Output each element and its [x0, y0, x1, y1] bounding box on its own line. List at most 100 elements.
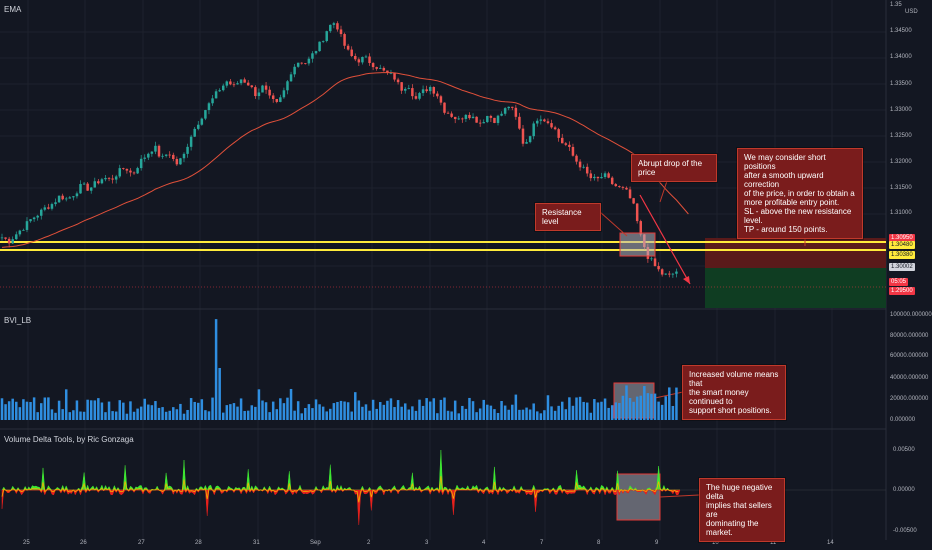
candle-body — [72, 196, 75, 198]
candle-body — [428, 87, 432, 92]
volume-bar — [50, 409, 54, 420]
candle-body — [214, 91, 218, 99]
candle-body — [50, 204, 54, 209]
volume-bar — [461, 405, 464, 420]
candle-body — [354, 56, 357, 60]
annotation-short-positions[interactable]: We may consider short positions after a … — [737, 148, 863, 239]
price-axis-label: 1.35 — [890, 2, 902, 8]
candle-body — [82, 183, 86, 185]
volume-bar — [154, 401, 157, 420]
candle-body — [450, 113, 453, 117]
volume-axis-label: 80000.000000 — [890, 333, 929, 339]
candle-body — [382, 67, 386, 71]
candle-body — [111, 178, 114, 180]
volume-bar — [22, 399, 25, 420]
annotation-volume[interactable]: Increased volume means that the smart mo… — [682, 365, 786, 420]
candle-body — [603, 173, 607, 177]
volume-bar — [111, 411, 114, 420]
candle-body — [461, 118, 464, 120]
candle-body — [122, 168, 125, 169]
candle-body — [507, 106, 510, 109]
volume-bar — [25, 401, 29, 420]
volume-bar — [600, 401, 603, 420]
volume-bar — [204, 410, 207, 420]
volume-bar — [557, 405, 560, 420]
price-axis-label: 1.31000 — [890, 210, 912, 216]
annotation-delta[interactable]: The huge negative delta implies that sel… — [699, 478, 785, 542]
volume-bars — [0, 319, 678, 420]
candle-body — [596, 176, 600, 179]
volume-bar — [100, 402, 104, 420]
volume-bar — [646, 393, 650, 420]
volume-bar — [64, 389, 68, 420]
volume-bar — [279, 398, 282, 420]
annotation-resistance[interactable]: Resistance level — [535, 203, 601, 231]
delta-axis-label: 0.00500 — [893, 447, 915, 453]
candle-body — [550, 123, 553, 128]
volume-bar — [271, 401, 275, 420]
candle-body — [311, 53, 314, 59]
annotation-abrupt-drop[interactable]: Abrupt drop of the price — [631, 154, 717, 182]
volume-bar — [596, 402, 600, 420]
volume-bar — [379, 402, 382, 420]
volume-bar — [68, 412, 72, 420]
volume-bar — [446, 410, 450, 420]
date-axis-label: Sep — [310, 540, 321, 546]
candle-body — [568, 144, 571, 147]
volume-bar — [457, 413, 461, 420]
volume-bar — [275, 409, 279, 420]
candle-body — [143, 157, 146, 159]
candle-body — [539, 119, 543, 121]
volume-bar — [229, 404, 232, 420]
candle-body — [489, 115, 493, 118]
date-axis-label: 28 — [195, 540, 202, 546]
take-profit-zone[interactable] — [705, 268, 886, 308]
volume-bar — [389, 398, 393, 420]
candle-body — [407, 88, 411, 89]
candle-body — [15, 234, 18, 240]
candle-body — [296, 62, 300, 67]
volume-bar — [43, 397, 47, 420]
date-axis-label: 25 — [23, 540, 30, 546]
candle-body — [204, 110, 207, 119]
candle-body — [582, 166, 585, 168]
volume-bar — [11, 398, 14, 420]
candle-body — [114, 176, 118, 180]
volume-bar — [307, 404, 311, 420]
candle-body — [136, 168, 139, 174]
volume-bar — [89, 400, 93, 420]
volume-bar — [254, 406, 257, 420]
trend-arrow[interactable] — [639, 194, 691, 285]
candle-body — [22, 229, 25, 231]
candle-body — [364, 56, 368, 58]
delta-highlight-box[interactable] — [616, 473, 661, 521]
candle-body — [147, 153, 150, 158]
candle-body — [386, 70, 389, 73]
volume-bar — [525, 407, 528, 420]
volume-bar — [632, 401, 635, 420]
volume-bar — [129, 401, 132, 420]
candle-body — [571, 146, 575, 156]
volume-bar — [243, 410, 246, 420]
volume-bar — [175, 409, 179, 420]
resistance-highlight-box[interactable] — [619, 232, 656, 257]
candle-body — [211, 98, 214, 104]
candle-body — [607, 173, 610, 178]
candle-body — [575, 155, 578, 162]
volume-bar — [93, 400, 97, 420]
candle-body — [486, 115, 489, 123]
candle-body — [93, 181, 97, 188]
volume-bar — [503, 405, 507, 420]
price-tag: 1.30480 — [889, 241, 915, 249]
candle-body — [675, 271, 678, 274]
volume-bar — [475, 412, 478, 420]
volume-bar — [136, 408, 139, 420]
candle-body — [532, 123, 535, 137]
volume-bar — [250, 405, 254, 420]
volume-bar — [246, 410, 250, 420]
volume-bar — [4, 404, 7, 420]
candle-body — [536, 120, 539, 124]
volume-bar — [172, 407, 175, 420]
candle-body — [164, 154, 168, 156]
